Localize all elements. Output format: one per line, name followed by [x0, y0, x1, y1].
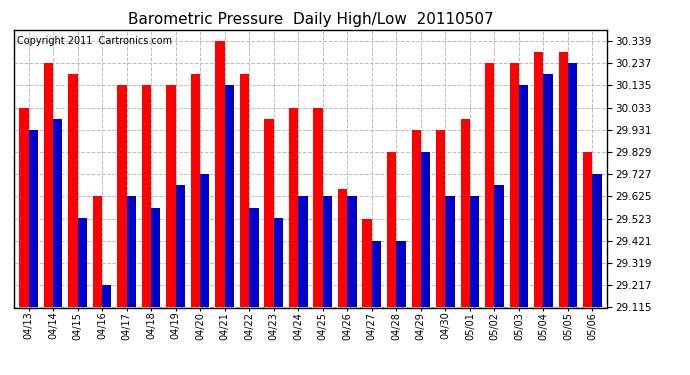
Bar — [249, 208, 259, 308]
Bar — [568, 63, 578, 308]
Bar — [583, 152, 593, 308]
Bar — [470, 196, 479, 308]
Bar — [411, 130, 421, 308]
Bar — [176, 185, 185, 308]
Bar — [396, 241, 406, 308]
Bar — [445, 196, 455, 308]
Bar — [19, 108, 28, 307]
Bar — [28, 130, 38, 308]
Bar — [68, 74, 77, 307]
Bar — [142, 86, 151, 308]
Bar — [117, 86, 126, 308]
Bar — [347, 196, 357, 308]
Bar — [436, 130, 445, 308]
Bar — [240, 74, 249, 307]
Bar — [338, 189, 347, 308]
Bar — [126, 196, 136, 308]
Bar — [43, 63, 53, 308]
Bar — [559, 52, 568, 308]
Bar — [53, 119, 62, 308]
Bar — [264, 119, 274, 308]
Bar — [151, 208, 161, 308]
Bar — [485, 63, 495, 308]
Bar — [298, 196, 308, 308]
Bar — [362, 219, 372, 308]
Bar — [102, 285, 111, 308]
Text: Copyright 2011  Cartronics.com: Copyright 2011 Cartronics.com — [17, 36, 172, 45]
Bar — [200, 174, 210, 308]
Bar — [323, 196, 332, 308]
Bar — [191, 74, 200, 307]
Bar — [225, 86, 234, 308]
Bar — [544, 74, 553, 307]
Bar — [460, 119, 470, 308]
Bar — [77, 219, 87, 308]
Bar — [92, 196, 102, 308]
Bar — [534, 52, 544, 308]
Bar — [593, 174, 602, 308]
Bar — [289, 108, 298, 307]
Bar — [372, 241, 381, 308]
Bar — [313, 108, 323, 307]
Title: Barometric Pressure  Daily High/Low  20110507: Barometric Pressure Daily High/Low 20110… — [128, 12, 493, 27]
Bar — [421, 152, 430, 308]
Bar — [495, 185, 504, 308]
Bar — [519, 86, 529, 308]
Bar — [510, 63, 519, 308]
Bar — [387, 152, 396, 308]
Bar — [215, 41, 225, 308]
Bar — [274, 219, 283, 308]
Bar — [166, 86, 176, 308]
